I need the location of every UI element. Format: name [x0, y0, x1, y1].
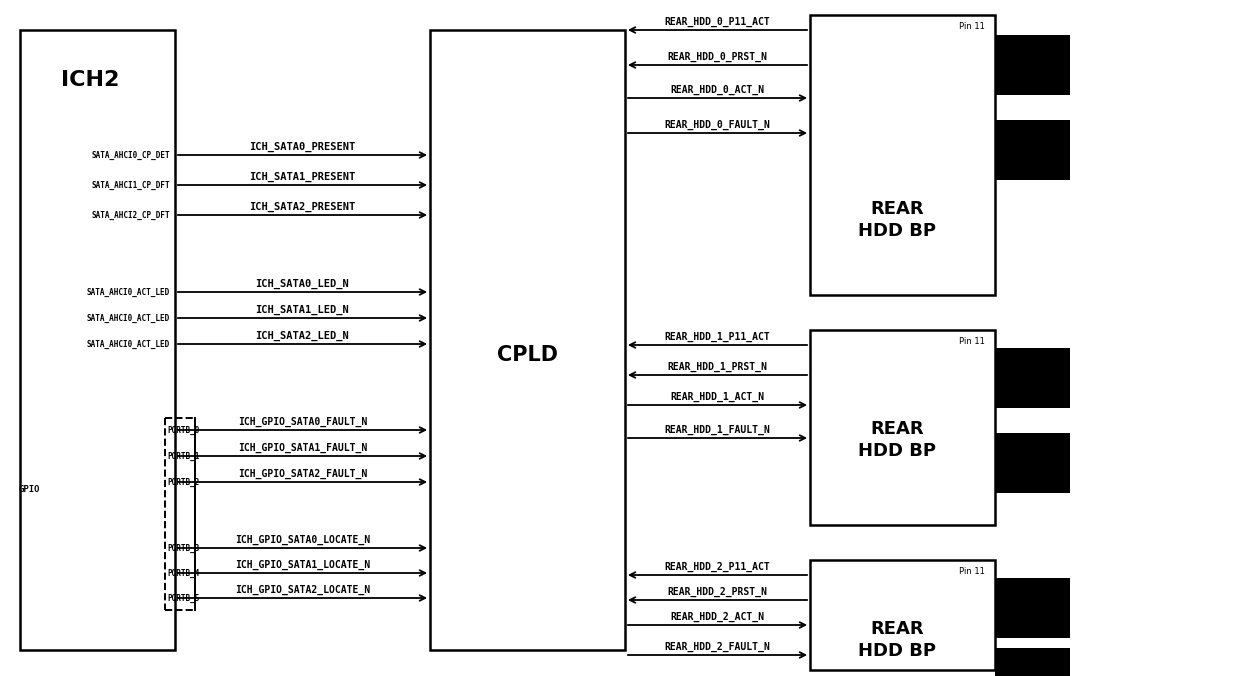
- Text: ICH_SATA0_PRESENT: ICH_SATA0_PRESENT: [249, 142, 356, 152]
- Bar: [810, 15, 995, 295]
- Text: REAR_HDD_1_PRST_N: REAR_HDD_1_PRST_N: [668, 362, 767, 372]
- Text: REAR_HDD_0_P11_ACT: REAR_HDD_0_P11_ACT: [664, 17, 771, 27]
- Text: PORTB_0: PORTB_0: [167, 425, 199, 435]
- Text: ICH_SATA2_LED_N: ICH_SATA2_LED_N: [255, 331, 349, 341]
- Text: REAR_HDD_0_ACT_N: REAR_HDD_0_ACT_N: [670, 84, 764, 95]
- Text: ICH_SATA1_LED_N: ICH_SATA1_LED_N: [255, 305, 349, 315]
- Bar: [430, 30, 624, 650]
- Text: REAR_HDD_0_FAULT_N: REAR_HDD_0_FAULT_N: [664, 120, 771, 130]
- Text: ICH_GPIO_SATA2_FAULT_N: ICH_GPIO_SATA2_FAULT_N: [238, 468, 367, 479]
- Text: PORTB_2: PORTB_2: [167, 477, 199, 487]
- Text: PORTB_1: PORTB_1: [167, 452, 199, 460]
- Text: SATA_AHCI0_CP_DET: SATA_AHCI0_CP_DET: [92, 151, 170, 160]
- Text: REAR_HDD_1_ACT_N: REAR_HDD_1_ACT_N: [670, 392, 764, 402]
- Text: Pin 11: Pin 11: [959, 22, 985, 31]
- Text: REAR_HDD_2_P11_ACT: REAR_HDD_2_P11_ACT: [664, 562, 771, 572]
- Text: SATA_AHCI0_ACT_LED: SATA_AHCI0_ACT_LED: [87, 339, 170, 349]
- Text: GPIO: GPIO: [19, 485, 40, 495]
- Text: PORTB_3: PORTB_3: [167, 544, 199, 552]
- Text: REAR_HDD_2_FAULT_N: REAR_HDD_2_FAULT_N: [664, 642, 771, 652]
- Text: ICH_SATA2_PRESENT: ICH_SATA2_PRESENT: [249, 201, 356, 212]
- Text: ICH2: ICH2: [61, 70, 119, 90]
- Text: REAR
HDD BP: REAR HDD BP: [857, 620, 935, 660]
- Text: PORTB_5: PORTB_5: [167, 594, 199, 602]
- Text: ICH_GPIO_SATA2_LOCATE_N: ICH_GPIO_SATA2_LOCATE_N: [235, 585, 370, 595]
- Text: ICH_SATA0_LED_N: ICH_SATA0_LED_N: [255, 279, 349, 289]
- Text: REAR_HDD_1_P11_ACT: REAR_HDD_1_P11_ACT: [664, 332, 771, 342]
- Text: CPLD: CPLD: [497, 345, 558, 365]
- Text: REAR
HDD BP: REAR HDD BP: [857, 200, 935, 240]
- Text: ICH_GPIO_SATA0_FAULT_N: ICH_GPIO_SATA0_FAULT_N: [238, 417, 367, 427]
- Text: Pin 11: Pin 11: [959, 337, 985, 346]
- Text: SATA_AHCI0_ACT_LED: SATA_AHCI0_ACT_LED: [87, 287, 170, 297]
- Text: REAR_HDD_2_PRST_N: REAR_HDD_2_PRST_N: [668, 587, 767, 597]
- Text: REAR_HDD_1_FAULT_N: REAR_HDD_1_FAULT_N: [664, 425, 771, 435]
- Bar: [995, 578, 1070, 638]
- Text: REAR_HDD_0_PRST_N: REAR_HDD_0_PRST_N: [668, 52, 767, 62]
- Text: REAR_HDD_2_ACT_N: REAR_HDD_2_ACT_N: [670, 612, 764, 622]
- Text: Pin 11: Pin 11: [959, 567, 985, 576]
- Text: SATA_AHCI1_CP_DFT: SATA_AHCI1_CP_DFT: [92, 180, 170, 189]
- Text: ICH_GPIO_SATA1_LOCATE_N: ICH_GPIO_SATA1_LOCATE_N: [235, 560, 370, 570]
- Text: SATA_AHCI0_ACT_LED: SATA_AHCI0_ACT_LED: [87, 314, 170, 322]
- Bar: [995, 35, 1070, 95]
- Text: PORTB_4: PORTB_4: [167, 569, 199, 577]
- Bar: [810, 330, 995, 525]
- Text: ICH_GPIO_SATA1_FAULT_N: ICH_GPIO_SATA1_FAULT_N: [238, 443, 367, 453]
- Text: ICH_GPIO_SATA0_LOCATE_N: ICH_GPIO_SATA0_LOCATE_N: [235, 535, 370, 545]
- Text: REAR
HDD BP: REAR HDD BP: [857, 420, 935, 460]
- Bar: [995, 648, 1070, 676]
- Bar: [810, 560, 995, 670]
- Text: ICH_SATA1_PRESENT: ICH_SATA1_PRESENT: [249, 172, 356, 182]
- Bar: [995, 120, 1070, 180]
- Bar: [20, 30, 175, 650]
- Text: SATA_AHCI2_CP_DFT: SATA_AHCI2_CP_DFT: [92, 210, 170, 220]
- Bar: [995, 348, 1070, 408]
- Bar: [995, 433, 1070, 493]
